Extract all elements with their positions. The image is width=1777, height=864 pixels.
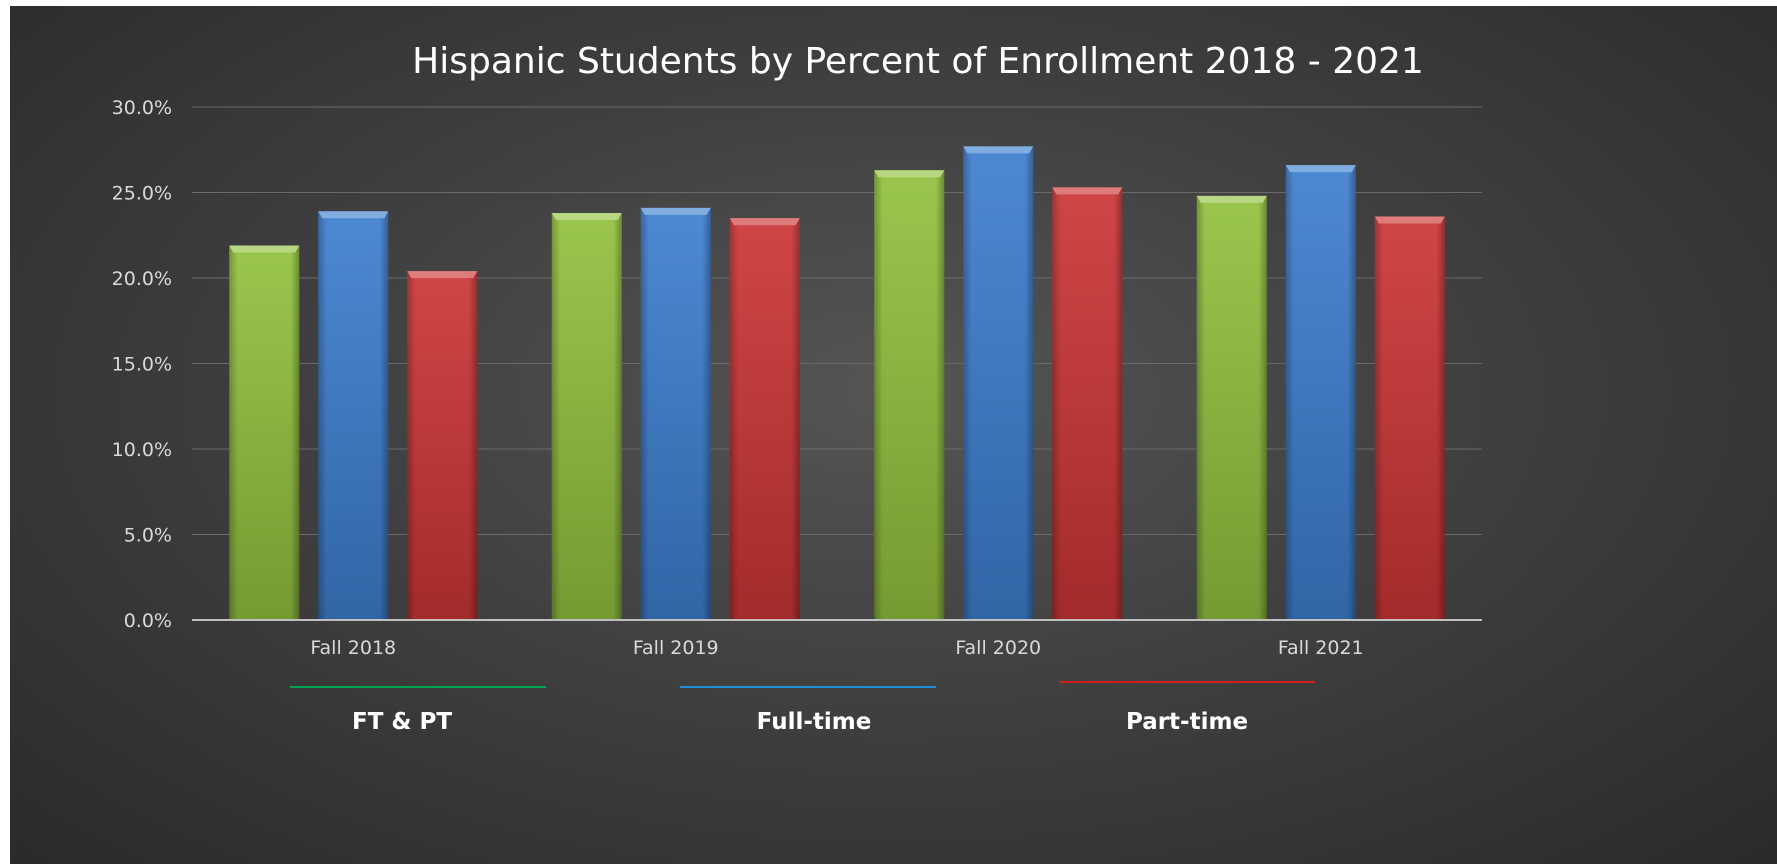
- bar-shade: [229, 245, 300, 620]
- chart-svg: Hispanic Students by Percent of Enrollme…: [112, 41, 1482, 735]
- bar-shade: [407, 271, 478, 620]
- x-tick-label: Fall 2021: [1278, 637, 1364, 659]
- bar-bevel: [640, 207, 711, 215]
- gridlines: [192, 106, 1482, 535]
- bar-ft-pt-fall-2019: [551, 213, 622, 620]
- x-axis-ticks: Fall 2018 Fall 2019 Fall 2020 Fall 2021: [310, 637, 1363, 659]
- bar-bevel: [318, 211, 389, 219]
- y-tick-label: 15.0%: [112, 354, 172, 376]
- bar-ft-pt-fall-2018: [229, 245, 300, 620]
- y-tick-label: 10.0%: [112, 439, 172, 461]
- y-tick-label: 0.0%: [124, 610, 172, 632]
- bar-shade: [874, 170, 945, 620]
- bar-shade: [1052, 187, 1123, 620]
- bar-shade: [1285, 165, 1356, 620]
- bar-full-time-fall-2020: [963, 146, 1034, 620]
- bar-shade: [318, 211, 389, 620]
- y-axis-ticks: 0.0% 5.0% 10.0% 15.0% 20.0% 25.0% 30.0%: [112, 97, 172, 632]
- bar-bevel: [1285, 165, 1356, 173]
- bar-ft-pt-fall-2020: [874, 170, 945, 620]
- bar-shade: [1196, 195, 1267, 621]
- bar-full-time-fall-2021: [1285, 165, 1356, 620]
- bar-bevel: [551, 213, 622, 221]
- bar-bevel: [963, 146, 1034, 154]
- legend-label: FT & PT: [352, 709, 452, 735]
- x-tick-label: Fall 2020: [955, 637, 1041, 659]
- bar-part-time-fall-2018: [407, 271, 478, 620]
- bar-bevel: [874, 170, 945, 178]
- legend-item-part-time: Part-time: [1059, 681, 1315, 735]
- bar-ft-pt-fall-2021: [1196, 195, 1267, 621]
- bar-shade: [1374, 216, 1445, 620]
- bar-part-time-fall-2020: [1052, 187, 1123, 620]
- bar-part-time-fall-2019: [729, 218, 800, 620]
- x-tick-label: Fall 2018: [310, 637, 396, 659]
- bar-shade: [963, 146, 1034, 620]
- x-tick-label: Fall 2019: [633, 637, 719, 659]
- bar-bevel: [729, 218, 800, 226]
- legend-label: Full-time: [757, 709, 872, 735]
- bar-shade: [640, 207, 711, 620]
- bar-full-time-fall-2018: [318, 211, 389, 620]
- y-tick-label: 5.0%: [124, 525, 172, 547]
- legend: FT & PT Full-time Part-time: [290, 681, 1315, 735]
- bar-shade: [551, 213, 622, 620]
- bar-part-time-fall-2021: [1374, 216, 1445, 620]
- y-tick-label: 20.0%: [112, 268, 172, 290]
- chart-title: Hispanic Students by Percent of Enrollme…: [412, 41, 1424, 82]
- bar-shade: [729, 218, 800, 620]
- y-tick-label: 30.0%: [112, 97, 172, 119]
- legend-item-ft-pt: FT & PT: [290, 686, 546, 735]
- bar-full-time-fall-2019: [640, 207, 711, 620]
- bars: [229, 146, 1445, 621]
- bar-bevel: [1052, 187, 1123, 195]
- chart-area: Hispanic Students by Percent of Enrollme…: [10, 6, 1777, 864]
- legend-item-full-time: Full-time: [680, 686, 936, 735]
- bar-bevel: [407, 271, 478, 279]
- bar-bevel: [1196, 195, 1267, 203]
- bar-bevel: [1374, 216, 1445, 224]
- legend-label: Part-time: [1126, 709, 1248, 735]
- bar-bevel: [229, 245, 300, 253]
- y-tick-label: 25.0%: [112, 183, 172, 205]
